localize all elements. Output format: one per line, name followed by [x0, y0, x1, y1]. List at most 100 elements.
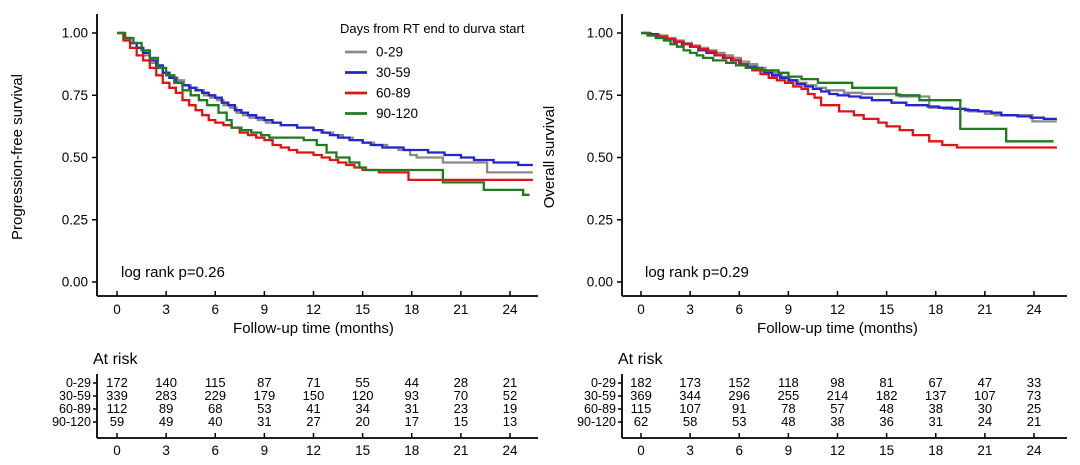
at-risk-title: At risk: [93, 351, 138, 368]
y-tick-label: 1.00: [62, 26, 88, 41]
km-curve-60-89: [641, 31, 1057, 149]
at-risk-count: 33: [1027, 375, 1041, 390]
at-risk-count: 81: [879, 375, 893, 390]
at-risk-count: 27: [306, 414, 320, 429]
y-tick-label: 0.00: [587, 275, 613, 290]
x-tick-label: 0: [637, 302, 645, 317]
at-risk-tick-label: 6: [735, 443, 743, 458]
y-axis-title: Overall survival: [541, 106, 558, 209]
x-axis-title: Follow-up time (months): [757, 320, 918, 337]
at-risk-count: 58: [683, 414, 697, 429]
km-curve-30-59: [117, 31, 533, 167]
at-risk-row-label: 90-120: [577, 415, 616, 429]
x-tick-label: 21: [977, 302, 992, 317]
at-risk-count: 24: [978, 414, 992, 429]
x-tick-label: 12: [306, 302, 321, 317]
x-tick-label: 24: [1026, 302, 1042, 317]
x-tick-label: 6: [211, 302, 219, 317]
y-axis-title: Progression-free survival: [9, 74, 26, 240]
at-risk-count: 47: [978, 375, 992, 390]
at-risk-tick-label: 0: [637, 443, 645, 458]
at-risk-row-label: 0-29: [591, 376, 616, 390]
at-risk-count: 89: [159, 401, 173, 416]
at-risk-count: 296: [728, 388, 750, 403]
at-risk-tick-label: 15: [355, 443, 370, 458]
legend-label: 0-29: [376, 45, 403, 60]
x-tick-label: 9: [261, 302, 269, 317]
at-risk-count: 34: [355, 401, 369, 416]
km-curve-90-120: [641, 31, 1054, 143]
at-risk-count: 91: [732, 401, 746, 416]
at-risk-count: 71: [306, 375, 320, 390]
at-risk-count: 140: [155, 375, 177, 390]
at-risk-count: 344: [679, 388, 701, 403]
at-risk-count: 48: [781, 414, 795, 429]
at-risk-count: 112: [107, 401, 128, 416]
at-risk-count: 13: [503, 414, 517, 429]
x-tick-label: 21: [453, 302, 468, 317]
at-risk-count: 73: [1027, 388, 1041, 403]
x-tick-label: 18: [928, 302, 943, 317]
at-risk-row-label: 60-89: [584, 402, 616, 416]
at-risk-tick-label: 24: [1026, 443, 1042, 458]
y-tick-label: 0.75: [587, 88, 613, 103]
at-risk-tick-label: 0: [113, 443, 121, 458]
at-risk-tick-label: 6: [211, 443, 219, 458]
legend-label: 30-59: [376, 65, 411, 80]
at-risk-count: 25: [1027, 401, 1041, 416]
at-risk-count: 31: [405, 401, 419, 416]
at-risk-count: 173: [679, 375, 701, 390]
km-curve-30-59: [641, 31, 1057, 121]
at-risk-count: 68: [208, 401, 222, 416]
at-risk-count: 115: [205, 375, 226, 390]
at-risk-row-label: 60-89: [59, 402, 91, 416]
y-tick-label: 0.50: [62, 150, 88, 165]
at-risk-count: 182: [630, 375, 652, 390]
overall-survival-panel: 0 3 6 9 12 15 18 21 240.000.250.500.751.00Follow…: [541, 14, 1067, 458]
at-risk-count: 137: [925, 388, 947, 403]
at-risk-count: 19: [503, 401, 517, 416]
x-tick-label: 0: [113, 302, 121, 317]
at-risk-row-label: 90-120: [52, 415, 91, 429]
at-risk-count: 36: [879, 414, 893, 429]
at-risk-count: 283: [155, 388, 177, 403]
y-tick-label: 0.75: [62, 88, 88, 103]
at-risk-count: 107: [679, 401, 701, 416]
at-risk-count: 53: [257, 401, 271, 416]
y-tick-label: 0.00: [62, 275, 88, 290]
at-risk-count: 31: [929, 414, 943, 429]
km-curve-90-120: [117, 31, 530, 196]
at-risk-count: 255: [778, 388, 800, 403]
at-risk-count: 67: [929, 375, 943, 390]
at-risk-count: 20: [355, 414, 369, 429]
legend-label: 90-120: [376, 106, 418, 121]
x-tick-label: 15: [879, 302, 894, 317]
at-risk-count: 87: [257, 375, 271, 390]
at-risk-count: 70: [454, 388, 468, 403]
at-risk-count: 30: [978, 401, 992, 416]
y-tick-label: 1.00: [587, 26, 613, 41]
at-risk-count: 339: [106, 388, 128, 403]
at-risk-count: 23: [454, 401, 468, 416]
at-risk-count: 118: [778, 375, 799, 390]
at-risk-tick-label: 15: [879, 443, 894, 458]
at-risk-count: 98: [830, 375, 844, 390]
at-risk-tick-label: 21: [453, 443, 468, 458]
log-rank-p-value: log rank p=0.26: [121, 264, 225, 281]
at-risk-count: 40: [208, 414, 222, 429]
at-risk-count: 62: [634, 414, 648, 429]
x-tick-label: 3: [686, 302, 694, 317]
at-risk-row-label: 0-29: [66, 376, 91, 390]
y-tick-label: 0.50: [587, 150, 613, 165]
x-tick-label: 3: [162, 302, 170, 317]
at-risk-count: 21: [1027, 414, 1041, 429]
y-tick-label: 0.25: [62, 212, 88, 227]
at-risk-count: 15: [454, 414, 468, 429]
at-risk-count: 214: [827, 388, 849, 403]
at-risk-tick-label: 9: [261, 443, 269, 458]
at-risk-count: 59: [110, 414, 124, 429]
at-risk-count: 172: [106, 375, 128, 390]
at-risk-tick-label: 18: [928, 443, 943, 458]
at-risk-count: 229: [204, 388, 226, 403]
